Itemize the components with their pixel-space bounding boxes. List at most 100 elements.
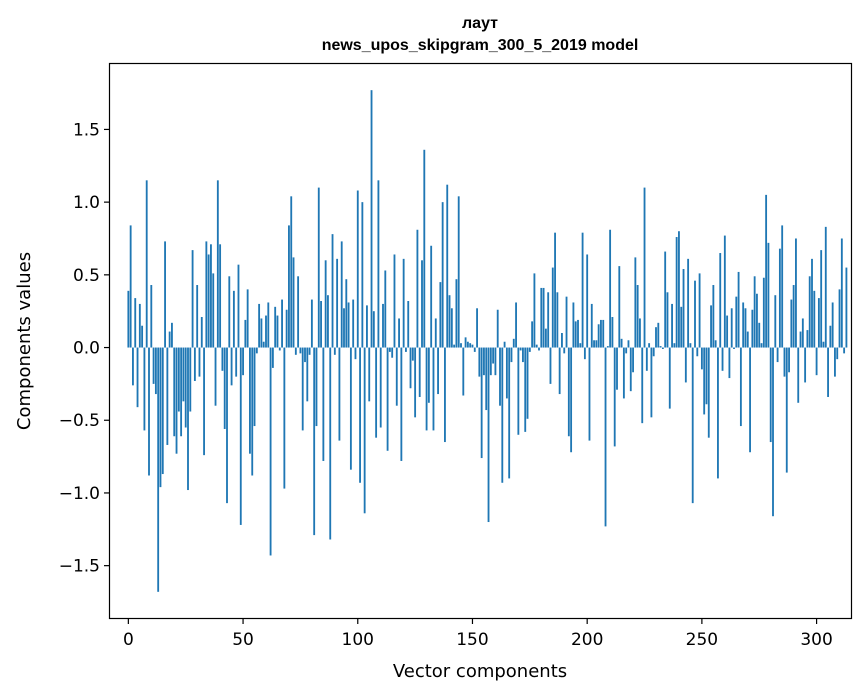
bar-121 xyxy=(405,347,407,352)
bar-13 xyxy=(157,347,160,592)
bar-44 xyxy=(228,276,231,348)
bar-266 xyxy=(737,271,740,348)
bar-272 xyxy=(751,309,754,348)
bar-112 xyxy=(384,270,387,348)
bar-242 xyxy=(682,269,685,348)
bar-89 xyxy=(331,234,334,348)
bar-124 xyxy=(411,347,414,361)
bar-127 xyxy=(418,347,421,397)
bar-15 xyxy=(161,347,164,475)
bar-81 xyxy=(313,347,316,536)
bar-131 xyxy=(427,347,430,403)
bar-197 xyxy=(579,343,582,348)
bar-108 xyxy=(375,347,378,438)
bar-208 xyxy=(604,347,607,527)
bar-106 xyxy=(370,90,373,348)
bar-27 xyxy=(189,347,192,412)
bar-105 xyxy=(368,347,371,402)
bar-150 xyxy=(471,344,474,348)
bar-228 xyxy=(650,347,653,418)
bar-283 xyxy=(776,347,779,363)
bar-308 xyxy=(834,347,836,377)
bar-32 xyxy=(200,317,203,348)
bar-82 xyxy=(315,347,318,427)
bar-33 xyxy=(203,347,205,456)
bar-71 xyxy=(290,196,293,348)
bar-254 xyxy=(710,305,712,348)
bar-225 xyxy=(643,187,646,348)
bar-46 xyxy=(232,290,235,348)
bar-94 xyxy=(343,308,345,348)
bar-52 xyxy=(246,289,249,348)
bar-42 xyxy=(223,347,226,429)
bar-257 xyxy=(717,347,719,479)
bar-90 xyxy=(333,347,336,355)
bar-142 xyxy=(453,344,456,348)
bar-76 xyxy=(301,347,304,431)
bar-297 xyxy=(808,276,811,348)
bar-68 xyxy=(283,347,286,489)
bar-120 xyxy=(402,258,405,348)
bar-8 xyxy=(145,180,148,348)
bar-139 xyxy=(446,184,449,348)
bar-21 xyxy=(175,347,178,454)
bar-92 xyxy=(338,347,341,441)
bar-259 xyxy=(721,347,724,371)
bar-47 xyxy=(235,347,238,377)
bar-249 xyxy=(698,273,701,348)
bar-186 xyxy=(554,232,556,348)
bar-11 xyxy=(152,347,155,384)
bar-145 xyxy=(460,343,462,348)
bar-172 xyxy=(522,347,524,363)
bar-300 xyxy=(815,347,818,376)
bar-149 xyxy=(469,343,472,348)
bar-224 xyxy=(641,347,644,424)
bar-270 xyxy=(746,331,749,348)
bar-109 xyxy=(377,180,380,348)
bar-268 xyxy=(742,302,745,348)
bar-267 xyxy=(739,347,742,427)
bar-307 xyxy=(831,302,834,348)
x-axis-ticks: 0 50 100 150 200 250 300 xyxy=(123,618,833,650)
bar-235 xyxy=(666,292,669,348)
bar-10 xyxy=(150,285,153,348)
bar-144 xyxy=(457,196,460,348)
y-axis-ticks: −1.5 −1.0 −0.5 0.0 0.5 1.0 1.5 xyxy=(59,120,110,577)
bar-129 xyxy=(423,149,426,348)
bar-287 xyxy=(785,347,788,473)
bar-226 xyxy=(645,347,648,371)
bar-184 xyxy=(549,347,552,384)
bar-86 xyxy=(324,260,327,348)
bar-192 xyxy=(567,347,570,437)
bar-269 xyxy=(744,308,747,348)
bar-51 xyxy=(244,319,247,348)
bar-282 xyxy=(774,295,777,348)
bar-277 xyxy=(762,277,765,348)
bar-141 xyxy=(450,308,453,348)
bar-286 xyxy=(783,347,786,377)
bar-117 xyxy=(395,347,398,406)
x-axis-label: Vector components xyxy=(393,661,567,682)
bar-305 xyxy=(827,347,829,397)
bar-247 xyxy=(694,280,696,348)
bar-299 xyxy=(813,290,816,348)
x-tick-label: 250 xyxy=(686,630,718,650)
bar-309 xyxy=(836,347,839,360)
bar-213 xyxy=(616,347,618,390)
bar-78 xyxy=(306,347,309,402)
bar-22 xyxy=(177,347,180,412)
y-tick-label: 0.5 xyxy=(73,266,100,286)
bar-189 xyxy=(561,333,563,348)
bar-156 xyxy=(485,347,488,411)
bar-198 xyxy=(581,232,584,348)
bar-93 xyxy=(340,241,343,348)
bar-241 xyxy=(680,306,683,348)
bar-128 xyxy=(421,260,423,348)
bar-103 xyxy=(363,347,366,514)
bar-123 xyxy=(409,347,412,389)
bar-104 xyxy=(366,305,368,348)
chart-subtitle: news_upos_skipgram_300_5_2019 model xyxy=(322,37,639,54)
bar-12 xyxy=(154,347,157,395)
bar-273 xyxy=(753,276,756,348)
bar-87 xyxy=(327,295,329,348)
